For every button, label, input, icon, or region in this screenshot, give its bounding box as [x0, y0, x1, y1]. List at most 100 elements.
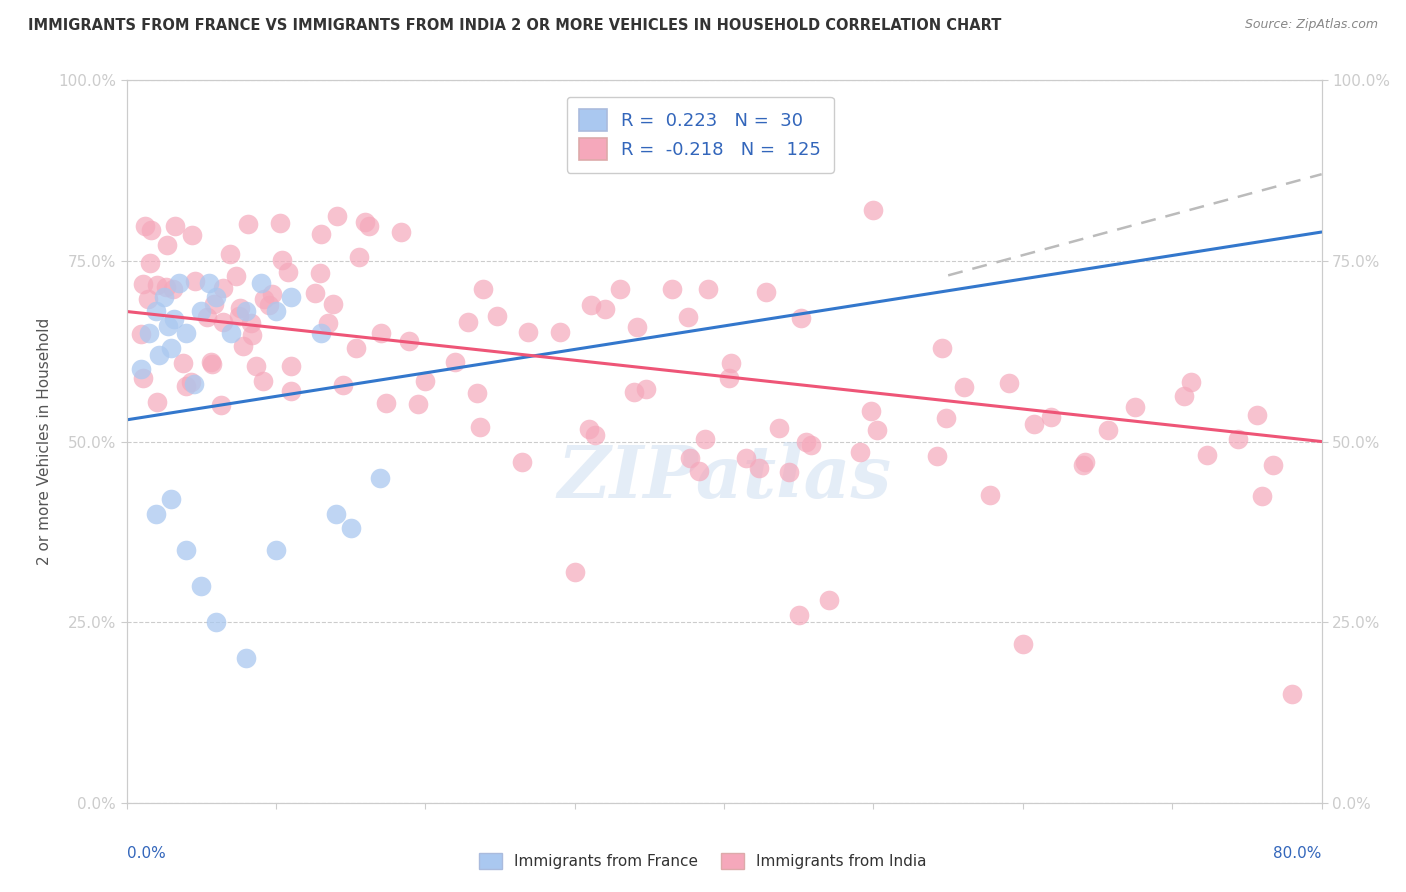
- Point: [264, 542, 287, 557]
- Text: ZIPatlas: ZIPatlas: [557, 442, 891, 513]
- Point: [332, 377, 354, 392]
- Point: [661, 282, 683, 296]
- Point: [676, 310, 699, 325]
- Point: [583, 428, 606, 442]
- Point: [370, 471, 392, 485]
- Point: [316, 317, 339, 331]
- Point: [398, 334, 420, 348]
- Point: [413, 374, 436, 388]
- Point: [800, 438, 823, 452]
- Point: [1250, 489, 1272, 503]
- Point: [131, 277, 153, 292]
- Point: [748, 461, 770, 475]
- Point: [465, 385, 488, 400]
- Point: [146, 395, 169, 409]
- Point: [578, 422, 600, 436]
- Point: [375, 396, 398, 410]
- Point: [280, 359, 302, 373]
- Point: [623, 385, 645, 400]
- Point: [250, 276, 273, 290]
- Point: [136, 292, 159, 306]
- Point: [325, 209, 347, 223]
- Point: [849, 444, 872, 458]
- Point: [688, 464, 710, 478]
- Point: [132, 371, 155, 385]
- Point: [163, 311, 186, 326]
- Point: [359, 219, 381, 234]
- Point: [444, 355, 467, 369]
- Point: [1097, 423, 1119, 437]
- Point: [211, 281, 233, 295]
- Point: [768, 421, 790, 435]
- Point: [472, 282, 495, 296]
- Point: [1173, 389, 1195, 403]
- Point: [202, 297, 225, 311]
- Point: [201, 358, 224, 372]
- Point: [626, 320, 648, 334]
- Point: [564, 565, 586, 579]
- Point: [260, 287, 283, 301]
- Point: [153, 290, 176, 304]
- Point: [1261, 458, 1284, 473]
- Point: [212, 315, 235, 329]
- Point: [309, 266, 332, 280]
- Point: [229, 301, 252, 315]
- Point: [609, 282, 631, 296]
- Point: [593, 302, 616, 317]
- Point: [935, 411, 957, 425]
- Point: [160, 341, 183, 355]
- Point: [209, 398, 232, 412]
- Point: [468, 419, 491, 434]
- Point: [389, 225, 412, 239]
- Point: [131, 362, 153, 376]
- Point: [219, 326, 242, 341]
- Point: [953, 380, 976, 394]
- Point: [679, 451, 702, 466]
- Point: [195, 310, 218, 325]
- Point: [1195, 449, 1218, 463]
- Point: [146, 278, 169, 293]
- Point: [225, 268, 247, 283]
- Point: [457, 315, 479, 329]
- Point: [240, 316, 263, 330]
- Point: [325, 507, 347, 521]
- Point: [579, 298, 602, 312]
- Point: [1123, 400, 1146, 414]
- Point: [280, 384, 302, 399]
- Point: [693, 432, 716, 446]
- Point: [219, 247, 242, 261]
- Point: [718, 370, 741, 384]
- Point: [180, 375, 202, 389]
- Point: [510, 455, 533, 469]
- Point: [979, 488, 1001, 502]
- Point: [931, 341, 953, 355]
- Point: [174, 542, 197, 557]
- Point: [205, 290, 228, 304]
- Point: [353, 215, 375, 229]
- Point: [817, 593, 839, 607]
- Point: [259, 298, 281, 312]
- Point: [160, 492, 183, 507]
- Point: [1040, 410, 1063, 425]
- Point: [1022, 417, 1045, 431]
- Point: [1180, 375, 1202, 389]
- Point: [787, 607, 810, 622]
- Point: [485, 309, 508, 323]
- Point: [1246, 408, 1268, 422]
- Point: [235, 304, 257, 318]
- Point: [236, 217, 259, 231]
- Point: [997, 376, 1019, 390]
- Point: [157, 318, 180, 333]
- Point: [347, 250, 370, 264]
- Legend: Immigrants from France, Immigrants from India: Immigrants from France, Immigrants from …: [472, 847, 934, 875]
- Point: [240, 327, 263, 342]
- Point: [235, 651, 257, 665]
- Point: [859, 404, 882, 418]
- Point: [264, 304, 287, 318]
- Point: [790, 311, 813, 326]
- Point: [167, 276, 190, 290]
- Point: [322, 297, 344, 311]
- Point: [134, 219, 156, 233]
- Point: [232, 339, 254, 353]
- Point: [370, 326, 392, 340]
